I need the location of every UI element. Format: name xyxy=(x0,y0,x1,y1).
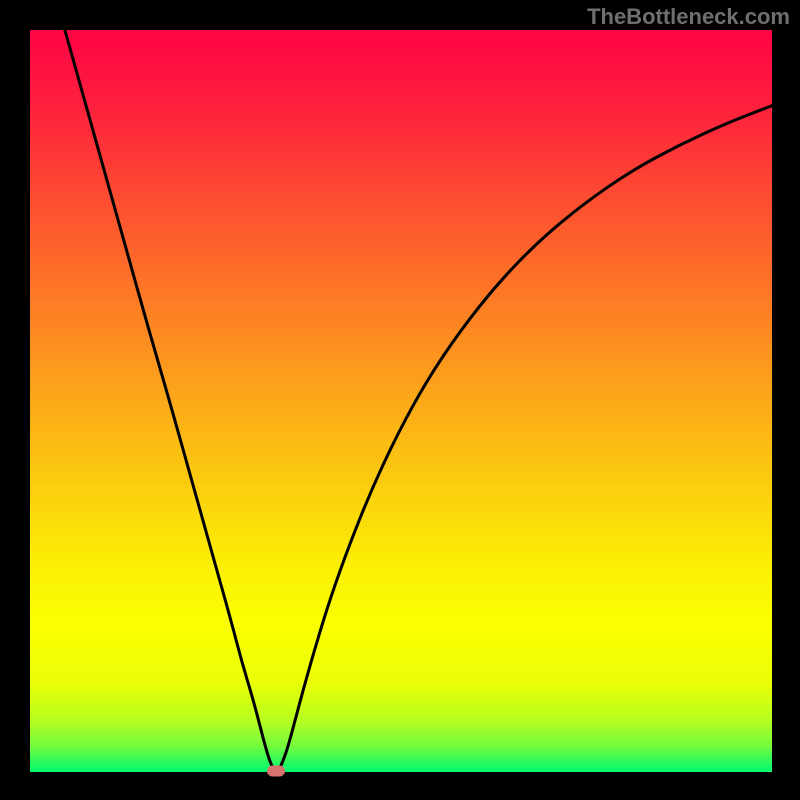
attribution-label: TheBottleneck.com xyxy=(587,4,790,30)
chart-frame: TheBottleneck.com xyxy=(0,0,800,800)
gradient-background xyxy=(30,30,772,772)
minimum-marker xyxy=(267,765,285,776)
curve-layer xyxy=(30,30,772,772)
bottleneck-curve xyxy=(65,30,772,771)
plot-area xyxy=(30,30,772,772)
